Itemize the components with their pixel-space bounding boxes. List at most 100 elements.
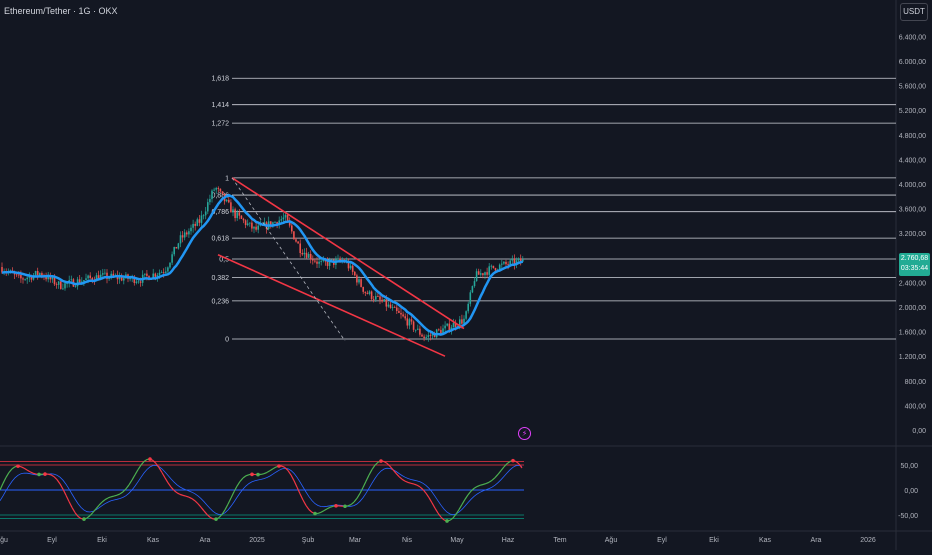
time-axis-label: Tem bbox=[553, 537, 566, 544]
candle-body bbox=[400, 313, 402, 314]
candle-body bbox=[491, 266, 493, 267]
osc-line-segment bbox=[426, 493, 429, 498]
candle-body bbox=[140, 281, 142, 282]
candle-body bbox=[205, 211, 207, 215]
candle-body bbox=[327, 261, 329, 265]
candle-body bbox=[155, 274, 157, 277]
candle-body bbox=[186, 232, 188, 234]
candle-body bbox=[388, 305, 390, 307]
candle-body bbox=[201, 215, 203, 222]
osc-line-segment bbox=[399, 477, 402, 480]
candle-body bbox=[211, 191, 213, 199]
candle-body bbox=[472, 286, 474, 292]
candle-body bbox=[308, 254, 310, 258]
candle-body bbox=[192, 224, 194, 228]
time-axis-label: 2025 bbox=[249, 537, 265, 544]
candle-body bbox=[476, 271, 478, 281]
osc-line-segment bbox=[291, 475, 294, 481]
osc-line-segment bbox=[300, 494, 303, 500]
osc-line-segment bbox=[51, 475, 54, 477]
osc-line-segment bbox=[429, 498, 432, 503]
lightning-icon[interactable]: ⚡ bbox=[518, 427, 531, 440]
symbol-title[interactable]: Ethereum/Tether · 1G · OKX bbox=[4, 6, 118, 16]
candle-body bbox=[285, 215, 287, 218]
osc-line-segment bbox=[24, 468, 27, 470]
candle-body bbox=[146, 274, 148, 276]
candle-body bbox=[425, 337, 427, 338]
candle-body bbox=[89, 276, 91, 278]
osc-line-segment bbox=[369, 470, 372, 476]
candle-body bbox=[228, 200, 230, 202]
candle-body bbox=[396, 307, 398, 310]
osc-line-segment bbox=[351, 502, 354, 504]
osc-line-segment bbox=[408, 482, 411, 483]
candle-body bbox=[438, 329, 440, 330]
osc-line-segment bbox=[480, 485, 483, 486]
osc-line-segment bbox=[54, 477, 57, 480]
candle-body bbox=[178, 243, 180, 248]
osc-line-segment bbox=[6, 472, 9, 477]
price-axis-label: 800,00 bbox=[905, 379, 927, 386]
osc-line-segment bbox=[93, 509, 96, 513]
time-axis-label: Ara bbox=[811, 537, 822, 544]
osc-line-segment bbox=[132, 475, 135, 480]
candle-body bbox=[220, 189, 222, 191]
osc-line-segment bbox=[186, 496, 189, 497]
osc-trough-dot bbox=[313, 512, 317, 516]
candle-body bbox=[291, 226, 293, 232]
candle-body bbox=[171, 254, 173, 262]
candle-body bbox=[314, 261, 316, 262]
osc-line-segment bbox=[192, 499, 195, 501]
osc-line-segment bbox=[189, 497, 192, 498]
price-axis-label: 4.800,00 bbox=[899, 133, 926, 140]
osc-line-segment bbox=[267, 471, 270, 473]
candle-body bbox=[24, 279, 26, 280]
osc-line-segment bbox=[273, 467, 276, 469]
candle-body bbox=[173, 247, 175, 254]
osc-line-segment bbox=[327, 507, 330, 509]
candle-body bbox=[253, 227, 255, 229]
currency-button[interactable]: USDT bbox=[900, 3, 928, 21]
candle-body bbox=[302, 253, 304, 254]
osc-line-segment bbox=[129, 480, 132, 485]
osc-line-segment bbox=[483, 484, 486, 485]
osc-line-segment bbox=[105, 498, 108, 500]
osc-line-segment bbox=[153, 460, 156, 463]
price-axis-label: 6.000,00 bbox=[899, 59, 926, 66]
candle-body bbox=[501, 264, 503, 265]
candle-body bbox=[306, 253, 308, 258]
candle-body bbox=[180, 235, 182, 243]
osc-trough-dot bbox=[445, 519, 449, 523]
candle-body bbox=[144, 274, 146, 275]
candle-body bbox=[243, 219, 245, 220]
candle-body bbox=[287, 215, 289, 221]
candle-body bbox=[440, 330, 442, 334]
price-axis-label: 2.000,00 bbox=[899, 305, 926, 312]
candle-body bbox=[22, 278, 24, 279]
candle-body bbox=[470, 292, 472, 304]
candle-body bbox=[371, 291, 373, 298]
osc-peak-dot bbox=[334, 504, 338, 508]
candle-body bbox=[407, 318, 409, 325]
candle-body bbox=[484, 272, 486, 275]
candle-body bbox=[194, 224, 196, 226]
time-axis-label: Ara bbox=[200, 537, 211, 544]
candle-body bbox=[165, 271, 167, 272]
channel-upper-line bbox=[232, 178, 464, 329]
osc-line-segment bbox=[201, 507, 204, 511]
candle-body bbox=[428, 335, 430, 337]
candle-body bbox=[461, 319, 463, 323]
candle-body bbox=[239, 213, 241, 216]
candle-body bbox=[190, 228, 192, 231]
fib-level-label: 0,236 bbox=[211, 298, 229, 305]
candle-body bbox=[197, 219, 199, 226]
osc-line-segment bbox=[468, 491, 471, 495]
candle-body bbox=[136, 282, 138, 283]
candle-body bbox=[232, 209, 234, 212]
candle-body bbox=[129, 278, 131, 279]
bar-countdown: 03:35:44 bbox=[899, 264, 930, 274]
candle-body bbox=[478, 271, 480, 274]
fib-level-label: 0,618 bbox=[211, 236, 229, 243]
